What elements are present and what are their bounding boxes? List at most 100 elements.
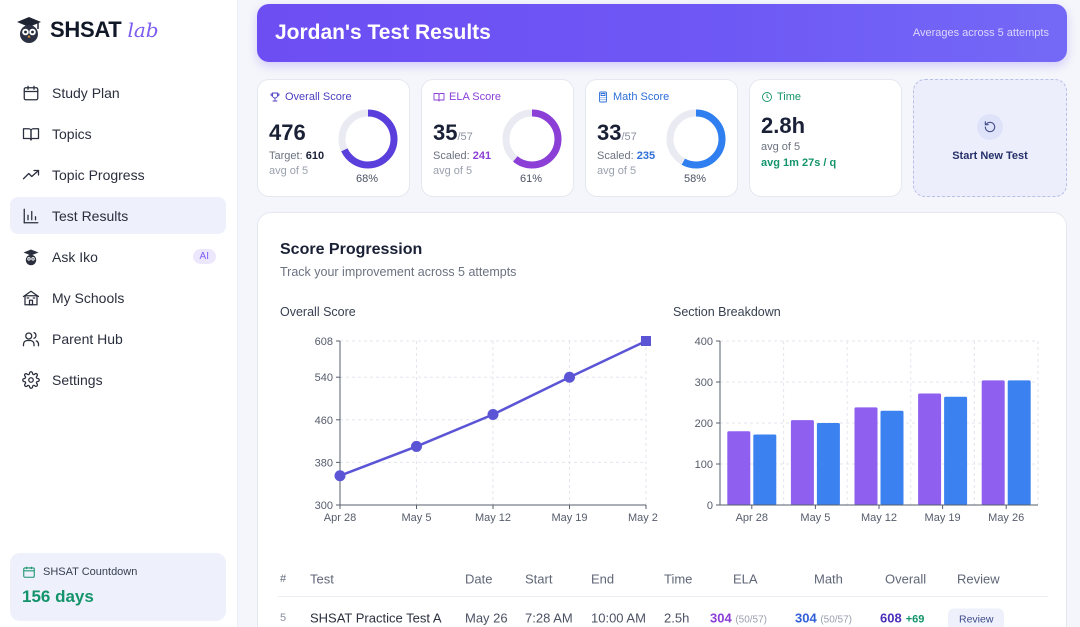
target-label: Target: [269,150,303,162]
x-tick-label: May 5 [800,512,830,524]
start-new-test-label: Start New Test [952,150,1028,162]
logo-accent-text: lab [127,18,159,42]
math-scaled-value: 235 [636,150,656,162]
y-tick-label: 380 [315,457,333,469]
ring-progress [338,109,398,169]
table-row: 5 SHSAT Practice Test A May 26 7:28 AM 1… [278,597,1048,627]
y-tick-label: 400 [695,336,713,348]
page-header: Jordan's Test Results Averages across 5 … [257,4,1067,62]
sidebar-item-label: Topics [52,125,92,142]
gear-icon [22,370,40,389]
row-math-score: 304 [795,610,817,626]
sidebar-item-topics[interactable]: Topics [10,115,226,152]
row-overall-score: 608 [880,610,902,626]
overall-progress-ring [338,109,398,169]
x-tick-label: Apr 28 [736,512,768,524]
overall-chart-title: Overall Score [280,305,356,319]
math-bar [1007,380,1031,505]
card-label: Math Score [613,91,670,103]
users-icon [22,330,40,348]
math-bar [816,423,840,505]
book-open-icon [433,93,445,102]
row-start: 7:28 AM [525,610,573,626]
col-header-review: Review [957,571,1000,586]
clock-icon [762,92,772,102]
row-math-raw: (50/57) [820,614,853,626]
app-logo[interactable]: SHSAT lab [16,16,159,44]
math-bar [753,434,777,505]
section-title: Score Progression [280,241,423,258]
sidebar-item-parent-hub[interactable]: Parent Hub [10,320,226,357]
calendar-icon [23,566,35,578]
avg-label: avg of 5 [597,165,637,177]
ela-bar [727,431,751,505]
sidebar-item-study-plan[interactable]: Study Plan [10,74,226,111]
col-header-start: Start [525,571,553,586]
math-score-card: Math Score 33/57 Scaled: 235 avg of 5 58… [585,79,738,197]
y-tick-label: 300 [695,377,713,389]
start-new-test-button[interactable]: Start New Test [913,79,1067,197]
y-tick-label: 100 [695,459,713,471]
sidebar-item-topic-progress[interactable]: Topic Progress [10,156,226,193]
x-tick-label: May 12 [861,512,897,524]
data-point [487,408,499,420]
calculator-icon [599,91,607,103]
test-results-table: # Test Date Start End Time ELA Math Over… [278,561,1048,627]
math-bar [880,410,904,505]
y-tick-label: 0 [707,500,713,512]
col-header-num: # [280,572,287,585]
row-math: 304 (50/57) [795,611,852,626]
x-tick-label: May 26 [628,512,658,524]
sidebar-item-label: Study Plan [52,84,120,101]
overall-pct: 68% [355,173,379,185]
trophy-icon [270,92,280,102]
math-raw-score: 33 [597,120,622,145]
sidebar-item-label: Ask Iko [52,248,98,265]
breakdown-chart-title: Section Breakdown [673,305,781,319]
card-label: Time [777,91,802,103]
time-per-question: avg 1m 27s / q [761,157,837,169]
sidebar-item-label: Parent Hub [52,330,123,347]
refresh-icon [977,114,1003,140]
ela-score-card: ELA Score 35/57 Scaled: 241 avg of 5 61% [421,79,574,197]
sidebar-item-my-schools[interactable]: My Schools [10,279,226,316]
y-tick-label: 540 [315,372,333,384]
math-out-of: /57 [621,131,637,143]
col-header-end: End [591,571,615,586]
card-label: Overall Score [285,91,352,103]
sidebar-item-ask-iko[interactable]: Ask Iko AI [10,238,226,275]
x-tick-label: Apr 28 [324,512,356,524]
col-header-math: Math [814,571,843,586]
ela-out-of: /57 [457,131,473,143]
sidebar-item-label: Test Results [52,207,129,224]
review-button[interactable]: Review [948,608,1005,627]
overall-score-value: 476 [269,120,306,145]
row-time: 2.5h [664,610,690,626]
ring-progress [502,109,562,169]
ela-bar [981,380,1005,505]
y-tick-label: 460 [315,415,333,427]
row-date: May 26 [465,610,508,626]
bar-chart-icon [22,207,40,225]
sidebar-item-settings[interactable]: Settings [10,361,226,398]
school-icon [22,289,40,307]
page-title: Jordan's Test Results [275,21,491,44]
scaled-label: Scaled: [597,150,634,162]
section-subtitle: Track your improvement across 5 attempts [280,265,517,279]
ela-scaled-value: 241 [472,150,492,162]
data-point [564,371,575,383]
owl-logo-icon [17,17,41,43]
y-tick-label: 608 [315,336,333,348]
x-tick-label: May 12 [475,512,511,524]
row-number: 5 [280,612,287,624]
sidebar-item-label: My Schools [52,289,125,306]
overall-score-line-chart: 300 380 460 540 608 Apr 28 May 5 May 12 May 19 Ma… [315,336,658,524]
x-tick-label: May 26 [988,512,1024,524]
logo-text: SHSAT [50,17,122,42]
sidebar-item-test-results[interactable]: Test Results [10,197,226,234]
col-header-time: Time [664,571,693,586]
ela-pct: 61% [519,173,543,185]
row-ela: 304 (50/57) [710,611,767,626]
avg-label: avg of 5 [269,165,309,177]
time-card: Time 2.8h avg of 5 avg 1m 27s / q [749,79,902,197]
